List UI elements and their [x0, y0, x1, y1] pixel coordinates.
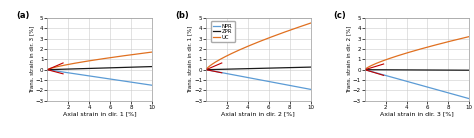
Y-axis label: Trans. strain in dir. 2 [%]: Trans. strain in dir. 2 [%] — [346, 26, 351, 93]
Text: (b): (b) — [175, 11, 189, 20]
Text: (c): (c) — [334, 11, 346, 20]
X-axis label: Axial strain in dir. 1 [%]: Axial strain in dir. 1 [%] — [63, 112, 137, 117]
X-axis label: Axial strain in dir. 2 [%]: Axial strain in dir. 2 [%] — [221, 112, 295, 117]
Y-axis label: Trans. strain in dir. 3 [%]: Trans. strain in dir. 3 [%] — [29, 26, 34, 93]
Legend: NPR, ZPR, UC: NPR, ZPR, UC — [211, 21, 235, 42]
X-axis label: Axial strain in dir. 3 [%]: Axial strain in dir. 3 [%] — [380, 112, 454, 117]
Y-axis label: Trans. strain in dir. 1 [%]: Trans. strain in dir. 1 [%] — [188, 26, 193, 93]
Text: (a): (a) — [16, 11, 29, 20]
